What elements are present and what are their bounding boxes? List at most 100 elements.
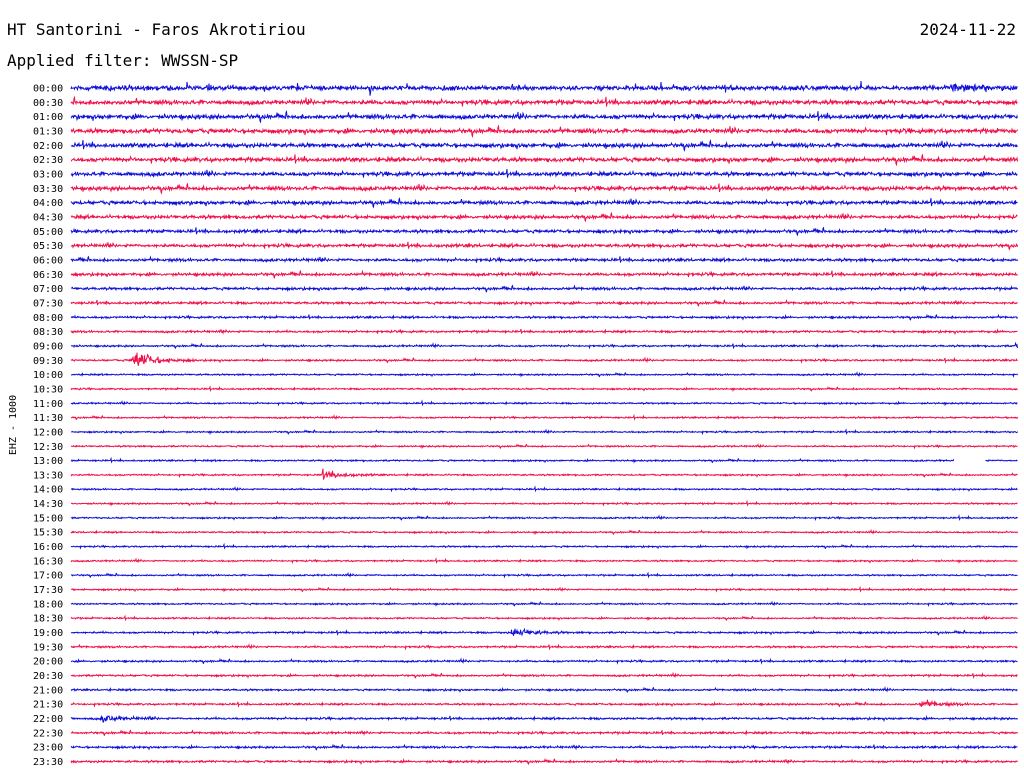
filter-label: Applied filter: WWSSN-SP — [7, 51, 239, 70]
row-label: 23:00 — [33, 743, 63, 754]
trace-line — [70, 757, 1018, 766]
row-label: 22:30 — [33, 728, 63, 739]
row-label: 18:30 — [33, 614, 63, 625]
trace-line — [70, 499, 1018, 507]
trace-line — [70, 139, 1018, 152]
trace-line — [70, 657, 1018, 665]
trace-line — [70, 197, 1018, 209]
trace-line — [70, 241, 1018, 251]
trace-line — [70, 211, 1018, 223]
trace-line — [70, 456, 1018, 464]
trace-line — [70, 413, 1018, 421]
trace-line — [70, 714, 1018, 723]
row-label: 16:00 — [33, 542, 63, 553]
trace-line — [70, 442, 1018, 450]
trace-line — [70, 399, 1018, 407]
row-label: 16:30 — [33, 556, 63, 567]
row-label: 07:00 — [33, 284, 63, 295]
row-label: 08:00 — [33, 313, 63, 324]
trace-line — [70, 169, 1018, 179]
trace-line — [70, 627, 1018, 637]
row-label: 07:30 — [33, 298, 63, 309]
trace-group — [70, 80, 1018, 766]
row-label: 18:00 — [33, 599, 63, 610]
row-label: 02:00 — [33, 141, 63, 152]
trace-line — [71, 428, 1018, 436]
trace-line — [70, 685, 1018, 694]
row-label: 10:00 — [33, 370, 63, 381]
row-label: 20:00 — [33, 657, 63, 668]
trace-line — [70, 284, 1018, 293]
trace-line — [70, 352, 1018, 366]
row-labels: 00:00 00:30 01:00 01:30 02:00 02:30 03:00 03:30… — [33, 84, 63, 769]
row-label: 06:00 — [33, 255, 63, 266]
row-label: 05:00 — [33, 227, 63, 238]
trace-line — [70, 124, 1018, 139]
row-label: 11:00 — [33, 399, 63, 410]
trace-line — [70, 226, 1018, 237]
row-label: 19:30 — [33, 642, 63, 653]
trace-line — [70, 80, 1018, 96]
row-label: 04:30 — [33, 212, 63, 223]
row-label: 23:30 — [33, 757, 63, 768]
row-label: 03:00 — [33, 169, 63, 180]
trace-line — [70, 298, 1018, 307]
row-label: 01:00 — [33, 112, 63, 123]
trace-line — [70, 542, 1018, 550]
channel-label: EHZ - 1000 — [8, 395, 19, 455]
trace-line — [70, 600, 1018, 607]
row-label: 21:00 — [33, 685, 63, 696]
row-label: 17:30 — [33, 585, 63, 596]
trace-line — [70, 153, 1018, 167]
row-label: 04:00 — [33, 198, 63, 209]
row-label: 00:00 — [33, 84, 63, 95]
row-label: 12:30 — [33, 442, 63, 453]
trace-line — [70, 528, 1018, 536]
trace-line — [70, 743, 1018, 751]
row-label: 09:00 — [33, 341, 63, 352]
row-label: 12:00 — [33, 427, 63, 438]
trace-line — [70, 729, 1018, 737]
trace-line — [70, 614, 1018, 622]
row-label: 19:00 — [33, 628, 63, 639]
trace-line — [71, 571, 1018, 579]
row-label: 14:00 — [33, 485, 63, 496]
row-label: 00:30 — [33, 98, 63, 109]
trace-line — [70, 642, 1018, 651]
trace-line — [70, 514, 1018, 522]
trace-line — [70, 109, 1018, 124]
trace-line — [71, 485, 1018, 493]
trace-line — [70, 385, 1018, 393]
trace-line — [70, 95, 1018, 107]
trace-line — [70, 313, 1018, 321]
row-label: 06:30 — [33, 270, 63, 281]
data-gap — [953, 451, 986, 470]
row-label: 01:30 — [33, 126, 63, 137]
record-date: 2024-11-22 — [919, 20, 1016, 39]
row-label: 10:30 — [33, 384, 63, 395]
row-label: 17:00 — [33, 571, 63, 582]
row-label: 22:00 — [33, 714, 63, 725]
station-title: HT Santorini - Faros Akrotiriou — [7, 20, 306, 39]
trace-line — [70, 182, 1018, 195]
row-label: 21:30 — [33, 700, 63, 711]
row-label: 20:30 — [33, 671, 63, 682]
row-label: 15:00 — [33, 513, 63, 524]
trace-line — [70, 269, 1018, 279]
trace-line — [70, 699, 1018, 708]
trace-line — [70, 671, 1018, 680]
row-label: 05:30 — [33, 241, 63, 252]
row-label: 02:30 — [33, 155, 63, 166]
row-label: 11:30 — [33, 413, 63, 424]
row-label: 13:30 — [33, 470, 63, 481]
gap-group — [953, 451, 986, 470]
row-label: 14:30 — [33, 499, 63, 510]
trace-line — [70, 341, 1018, 350]
row-label: 09:30 — [33, 356, 63, 367]
row-label: 13:00 — [33, 456, 63, 467]
trace-line — [70, 328, 1018, 336]
trace-line — [70, 255, 1018, 264]
row-label: 15:30 — [33, 528, 63, 539]
trace-line — [70, 585, 1018, 593]
